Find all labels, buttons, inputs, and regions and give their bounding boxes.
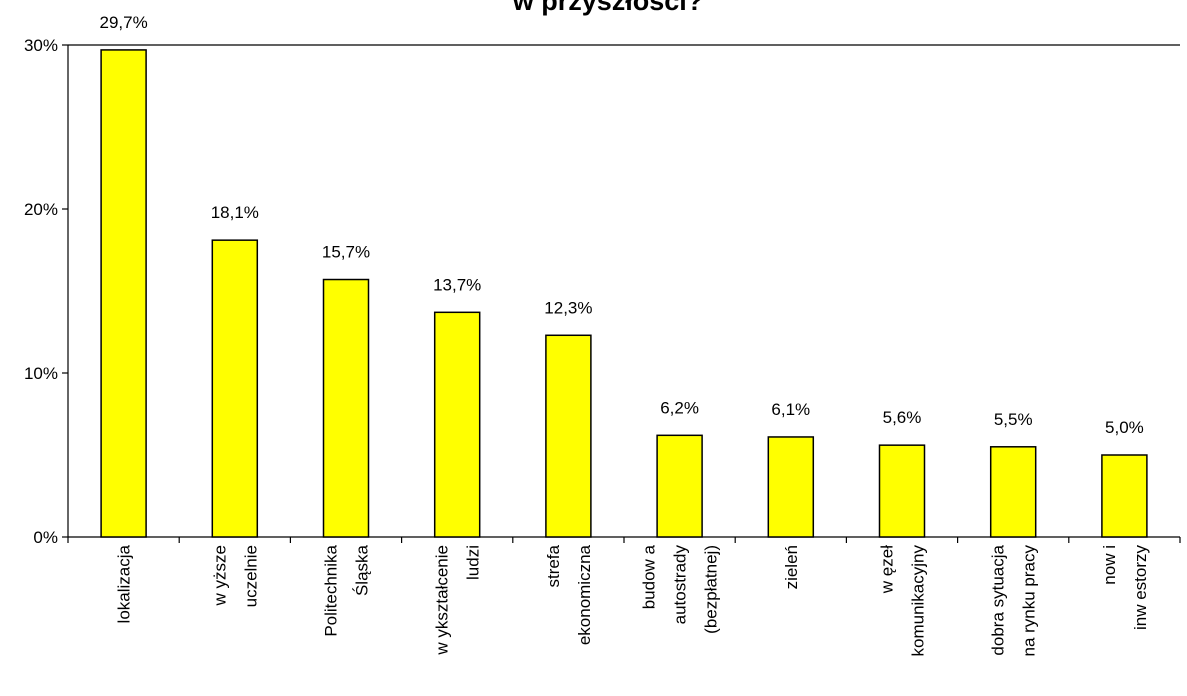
- category-label-line: uczelnie: [241, 545, 260, 607]
- category-label-line: ekonomiczna: [575, 544, 594, 645]
- category-label-line: budow a: [640, 544, 659, 609]
- y-tick-label: 30%: [24, 36, 58, 55]
- y-tick-label: 20%: [24, 200, 58, 219]
- category-labels: lokalizacja w yższe uczelnie Politechnika Śl…: [115, 544, 1150, 656]
- category-label: dobra sytuacja na rynku pracy: [989, 544, 1039, 656]
- category-label-line: w yższe: [210, 545, 229, 606]
- category-label: now i inw estorzy: [1100, 545, 1150, 631]
- category-label: Politechnika Śląska: [322, 544, 372, 636]
- category-label-line: ludzi: [464, 545, 483, 580]
- data-label: 6,2%: [660, 398, 699, 417]
- category-label: w yższe uczelnie: [210, 545, 260, 607]
- data-label: 18,1%: [211, 203, 259, 222]
- bar: [878, 444, 926, 538]
- category-label-line: now i: [1100, 545, 1119, 585]
- bar: [545, 334, 592, 538]
- data-label: 5,0%: [1105, 418, 1144, 437]
- chart-title: w przyszłości?: [512, 0, 704, 16]
- category-label: budow a autostrady (bezpłatnej): [640, 544, 721, 633]
- category-label: lokalizacja: [115, 544, 134, 623]
- category-label-line: w ęzeł: [878, 545, 897, 594]
- category-label: strefa ekonomiczna: [544, 544, 594, 645]
- category-label-line: Śląska: [353, 544, 372, 596]
- bars: [100, 49, 1148, 538]
- category-label: w ęzeł komunikacyjny: [878, 545, 928, 657]
- bar: [322, 278, 370, 538]
- data-label: 5,5%: [994, 410, 1033, 429]
- data-label: 6,1%: [771, 400, 810, 419]
- category-label-line: (bezpłatnej): [702, 545, 721, 634]
- bar: [100, 49, 147, 538]
- data-label: 29,7%: [99, 13, 147, 32]
- category-label-line: inw estorzy: [1131, 545, 1150, 631]
- bar: [989, 446, 1037, 538]
- category-label-line: dobra sytuacja: [989, 544, 1008, 655]
- category-label: zieleń: [782, 545, 801, 589]
- category-label-line: na rynku pracy: [1020, 545, 1039, 657]
- bar: [1101, 454, 1148, 538]
- y-tick-label: 0%: [33, 528, 58, 547]
- bar: [767, 436, 815, 538]
- bar: [433, 311, 481, 538]
- category-label-line: Politechnika: [322, 544, 341, 636]
- data-label: 12,3%: [544, 298, 592, 317]
- category-label-line: komunikacyjny: [909, 545, 928, 657]
- category-label-line: autostrady: [671, 545, 690, 625]
- category-label-line: strefa: [544, 544, 563, 587]
- category-label-line: zieleń: [782, 545, 801, 589]
- bar: [211, 239, 259, 538]
- data-label: 5,6%: [883, 408, 922, 427]
- category-label-line: w ykształcenie: [433, 545, 452, 656]
- category-label-line: lokalizacja: [115, 544, 134, 623]
- data-label: 15,7%: [322, 243, 370, 262]
- bar: [656, 434, 703, 538]
- category-label: w ykształcenie ludzi: [433, 545, 483, 656]
- y-tick-label: 10%: [24, 364, 58, 383]
- data-labels: 29,7% 18,1% 15,7% 13,7% 12,3% 6,2% 6,1% 5,6% 5,5…: [99, 13, 1143, 437]
- data-label: 13,7%: [433, 275, 481, 294]
